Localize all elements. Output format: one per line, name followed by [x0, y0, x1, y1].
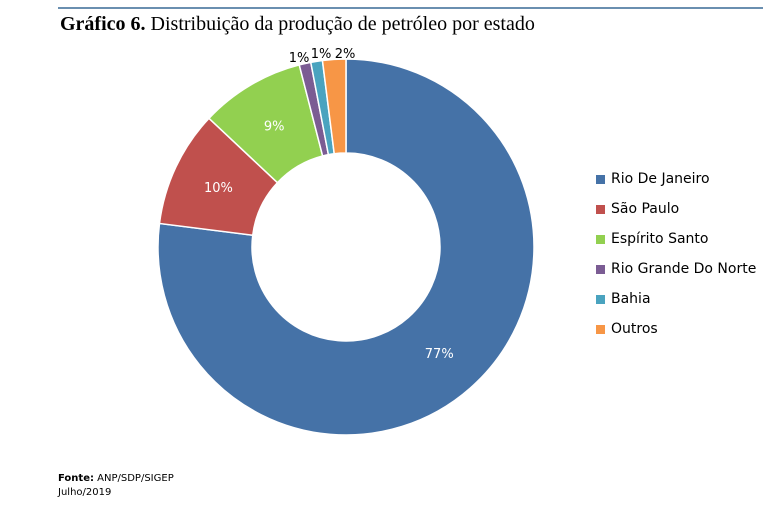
data-label-rio-de-janeiro: 77%	[425, 347, 454, 362]
legend-label: Bahia	[611, 291, 651, 307]
chart-title-number: Gráfico 6.	[60, 13, 146, 35]
chart-title-text: Distribuição da produção de petróleo por…	[145, 13, 535, 35]
data-label-espírito-santo: 9%	[264, 120, 285, 135]
footer: Fonte: ANP/SDP/SIGEP Julho/2019	[58, 472, 174, 500]
date-line: Julho/2019	[58, 487, 112, 498]
chart-legend: Rio De Janeiro São Paulo Espírito Santo Rio…	[596, 164, 756, 344]
data-label-rio-grande-do-norte: 1%	[289, 51, 310, 66]
legend-label: Rio Grande Do Norte	[611, 261, 757, 277]
chart-title: Gráfico 6. Distribuição da produção de p…	[60, 13, 535, 36]
source-value: ANP/SDP/SIGEP	[93, 473, 174, 484]
legend-item: São Paulo	[596, 194, 756, 224]
legend-swatch	[596, 264, 605, 274]
legend-item: Outros	[596, 314, 756, 344]
legend-item: Bahia	[596, 284, 756, 314]
legend-item: Rio Grande Do Norte	[596, 254, 756, 284]
legend-item: Rio De Janeiro	[596, 164, 756, 194]
data-label-bahia: 1%	[311, 47, 332, 62]
legend-label: Rio De Janeiro	[611, 171, 710, 187]
legend-swatch	[596, 234, 605, 244]
legend-label: Espírito Santo	[611, 231, 709, 247]
legend-swatch	[596, 204, 605, 214]
source-label: Fonte:	[58, 473, 94, 484]
legend-swatch	[596, 324, 605, 334]
donut-slice-outros	[321, 58, 347, 155]
legend-swatch	[596, 174, 605, 184]
legend-label: São Paulo	[611, 201, 680, 217]
data-label-são-paulo: 10%	[204, 181, 233, 196]
donut-slice-rio-de-janeiro	[157, 58, 535, 436]
legend-swatch	[596, 294, 605, 304]
legend-label: Outros	[611, 321, 658, 337]
top-rule	[58, 7, 763, 9]
data-label-outros: 2%	[335, 47, 356, 62]
source-line: Fonte: ANP/SDP/SIGEP	[58, 472, 174, 486]
legend-item: Espírito Santo	[596, 224, 756, 254]
